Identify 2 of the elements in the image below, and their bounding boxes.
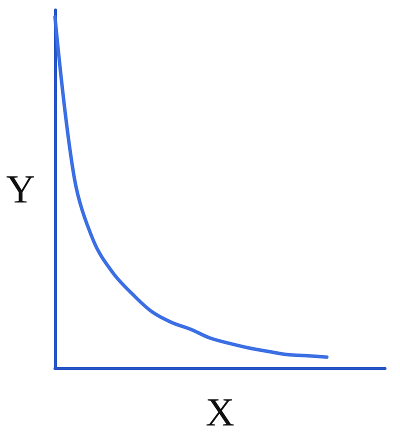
y-axis-title: Y: [6, 166, 35, 212]
x-axis-title: X: [206, 390, 235, 434]
